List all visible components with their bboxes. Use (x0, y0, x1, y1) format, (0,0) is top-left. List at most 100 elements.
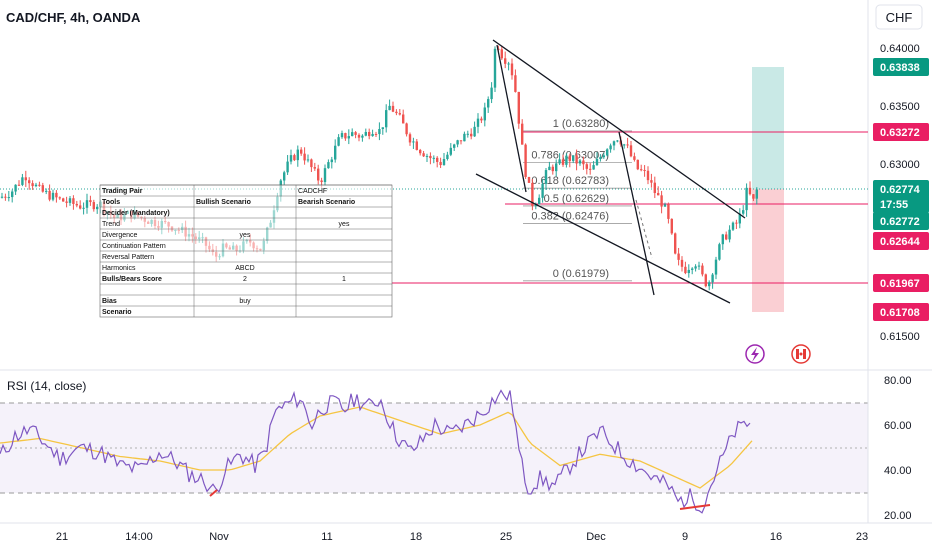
candle (473, 121, 476, 137)
candle (592, 160, 595, 170)
candle (609, 143, 612, 153)
price-badge: 17:55 (873, 195, 929, 213)
price-badge-label: 0.61967 (880, 278, 920, 290)
candle (500, 45, 503, 60)
candle (490, 82, 493, 104)
candle (680, 256, 684, 272)
analysis-table-row: Divergence yes (100, 228, 392, 240)
analysis-table-cell: Trend (102, 221, 120, 228)
candle (24, 170, 27, 187)
wave-line-1[interactable] (496, 44, 527, 193)
candle (317, 164, 320, 185)
fib-level[interactable]: 0.382 (0.62476) (523, 211, 632, 224)
candle (303, 147, 306, 165)
fib-label: 0.618 (0.62783) (531, 175, 609, 187)
candle (456, 139, 459, 148)
candle (504, 51, 507, 69)
fib-label: 1 (0.63280) (553, 118, 609, 130)
fib-level[interactable]: 0.618 (0.62783) (523, 175, 632, 189)
price-badge-label: 0.62774 (880, 184, 921, 196)
price-badge: 0.61708 (873, 303, 929, 321)
fib-level[interactable]: 0 (0.61979) (523, 268, 632, 282)
lightning-icon[interactable] (745, 344, 765, 364)
rsi-pane[interactable]: RSI (14, close) (0, 379, 868, 514)
candle (385, 104, 388, 133)
time-tick-label: 14:00 (125, 531, 153, 543)
analysis-table-cell: Reversal Pattern (102, 254, 154, 261)
fib-level[interactable]: 0.5 (0.62629) (523, 193, 632, 207)
candle (623, 143, 626, 149)
currency-button[interactable]: CHF (875, 4, 923, 30)
price-badge: 0.62772 (873, 212, 929, 230)
analysis-table-cell: yes (339, 221, 350, 228)
time-axis[interactable]: 21 14:00 Nov 11 18 25 Dec 9 16 23 (56, 531, 868, 543)
candle (493, 46, 497, 92)
price-tick-label: 0.64000 (880, 43, 920, 55)
candle (470, 128, 473, 140)
profit-zone[interactable] (752, 67, 784, 189)
candle (476, 113, 480, 134)
candle (82, 202, 85, 215)
price-tick-label: 0.61500 (880, 331, 920, 343)
fib-label: 0.5 (0.62629) (544, 193, 609, 205)
rsi-tick-label: 60.00 (884, 420, 912, 432)
candle (572, 155, 575, 164)
candle (293, 153, 296, 162)
analysis-table-cell: Bulls/Bears Score (102, 276, 162, 283)
candle (436, 156, 439, 168)
fibonacci-retracement[interactable]: 1 (0.63280)0.786 (0.63007)0.618 (0.62783… (523, 118, 632, 282)
canada-flag-icon[interactable] (791, 344, 811, 364)
candle (96, 204, 99, 214)
loss-zone[interactable] (752, 189, 784, 312)
candle (487, 96, 490, 113)
rsi-tick-label: 80.00 (884, 375, 912, 387)
candle (395, 109, 398, 116)
candle (548, 161, 551, 171)
candle (708, 280, 711, 291)
candle (405, 122, 408, 137)
candle (674, 232, 677, 255)
candle (725, 231, 728, 241)
candle (449, 143, 452, 157)
time-tick-label: 18 (410, 531, 422, 543)
fib-level[interactable]: 1 (0.63280) (523, 118, 632, 132)
candle (330, 156, 333, 169)
time-tick-label: Dec (586, 531, 606, 543)
candle (361, 134, 364, 142)
rsi-axis[interactable]: 80.00 60.00 40.00 20.00 (884, 375, 912, 522)
candle (453, 143, 456, 151)
rsi-tick-label: 20.00 (884, 510, 912, 522)
candle (89, 195, 92, 206)
candle (415, 138, 418, 151)
candle (660, 190, 663, 214)
candle (721, 233, 724, 250)
candle (368, 128, 371, 140)
candle (34, 182, 38, 188)
candle (735, 219, 738, 230)
candle (439, 157, 442, 169)
candle (714, 256, 718, 280)
candle (653, 176, 656, 199)
candle (677, 247, 680, 266)
candle (4, 193, 7, 201)
candle (691, 267, 694, 275)
analysis-table-cell: ABCD (235, 265, 254, 272)
candle (752, 194, 755, 202)
candle (72, 195, 75, 210)
analysis-table-cell: Harmonics (102, 265, 136, 272)
analysis-table-cell: Trading Pair (102, 188, 143, 195)
candle (589, 163, 592, 175)
candle (701, 263, 704, 277)
candle (442, 153, 446, 166)
channel-upper-line[interactable] (492, 39, 746, 219)
wave-line-dashed (635, 199, 653, 259)
channel-lower-line[interactable] (475, 173, 731, 304)
candle (616, 139, 619, 143)
price-tick-label: 0.63500 (880, 101, 920, 113)
price-badge: 0.62774 (873, 180, 929, 198)
candle (629, 140, 633, 158)
candle (340, 130, 344, 139)
rsi-ma-line (0, 406, 753, 489)
wave-line-2[interactable] (618, 131, 655, 296)
